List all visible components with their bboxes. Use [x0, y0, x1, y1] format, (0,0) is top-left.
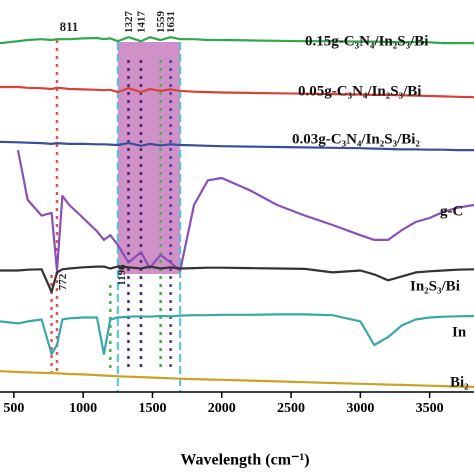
- series-label: Bi₂: [450, 374, 469, 390]
- x-tick-label: 3500: [416, 401, 444, 416]
- x-axis-label: Wavelength (cm⁻¹): [180, 452, 309, 469]
- series-line: [0, 140, 474, 152]
- x-tick-label: 1500: [138, 401, 166, 416]
- series-label: 0.03g-C₃N₄/In₂S₃/Bi₂: [292, 131, 420, 147]
- x-tick-label: 2000: [208, 401, 236, 416]
- series-line: [16, 149, 474, 272]
- series-label: g-C: [440, 203, 463, 219]
- x-tick-label: 3000: [346, 401, 374, 416]
- series-label: 0.05g-C₃N₄/In₂S₃/Bi: [298, 83, 421, 99]
- series-line: [0, 370, 474, 388]
- x-tick-label: 1000: [69, 401, 97, 416]
- annotation-label: 811: [60, 19, 79, 34]
- annotation-label: 1417: [135, 11, 147, 34]
- annotation-label: 772: [57, 273, 69, 290]
- series-line: [0, 265, 474, 294]
- annotation-label: 1559: [155, 11, 167, 34]
- series-line: [0, 313, 474, 356]
- x-tick-label: 2500: [277, 401, 305, 416]
- series-label: 0.15g-C₃N₄/In₂S₃/Bi: [305, 33, 428, 49]
- series-label: In₂S₃/Bi: [410, 278, 460, 294]
- series-label: In: [452, 324, 467, 340]
- series-line: [0, 85, 474, 99]
- x-tick-label: 500: [3, 401, 24, 416]
- annotation-label: 1327: [123, 11, 135, 34]
- series-line: [0, 36, 474, 45]
- annotation-label: 1631: [165, 11, 177, 33]
- annotation-label: 1196: [116, 264, 128, 286]
